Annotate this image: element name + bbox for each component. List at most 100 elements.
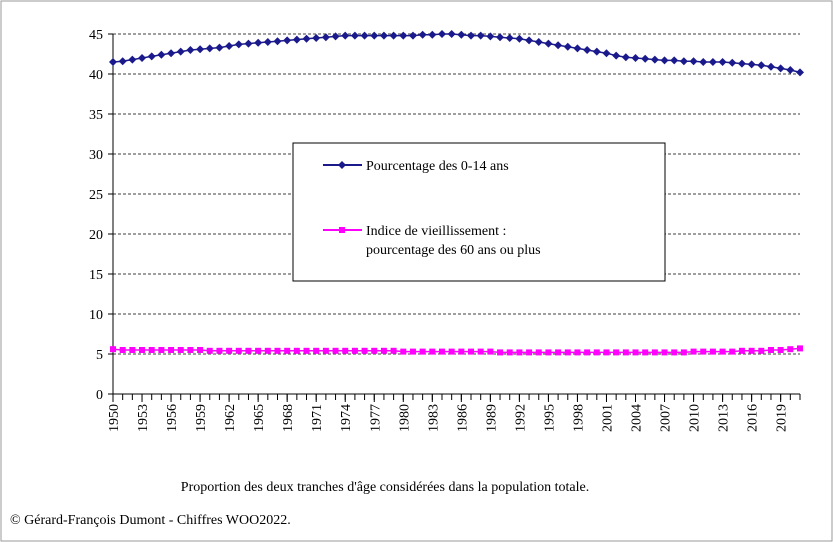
- marker: [670, 56, 679, 65]
- marker: [186, 46, 195, 54]
- y-tick-label: 25: [89, 188, 103, 203]
- marker: [332, 347, 339, 354]
- marker: [119, 347, 126, 353]
- marker: [197, 347, 204, 353]
- marker: [757, 61, 766, 70]
- marker: [428, 30, 437, 39]
- marker: [302, 34, 311, 43]
- marker: [254, 38, 263, 47]
- marker: [389, 31, 398, 40]
- marker: [448, 348, 455, 355]
- x-tick-label: 1968: [281, 404, 296, 432]
- marker: [671, 349, 678, 356]
- y-tick-label: 0: [96, 388, 103, 403]
- marker: [680, 349, 687, 356]
- marker: [622, 349, 629, 356]
- x-tick-label: 2001: [600, 404, 615, 432]
- marker: [747, 60, 756, 69]
- x-tick-label: 1986: [455, 404, 470, 432]
- marker: [118, 57, 127, 66]
- marker: [284, 347, 291, 354]
- x-tick-label: 2013: [717, 404, 732, 432]
- series-line: [112, 347, 801, 354]
- marker: [468, 348, 475, 355]
- marker: [109, 58, 117, 66]
- marker: [729, 348, 736, 355]
- marker: [283, 36, 292, 45]
- x-tick-label: 1983: [426, 404, 441, 432]
- marker: [379, 31, 388, 40]
- marker: [264, 347, 271, 354]
- marker: [187, 347, 194, 353]
- marker: [205, 44, 214, 53]
- marker: [486, 32, 495, 41]
- marker: [534, 38, 543, 46]
- marker: [642, 349, 649, 356]
- marker: [438, 348, 445, 355]
- x-tick-label: 1953: [136, 404, 151, 432]
- x-tick-label: 1974: [339, 404, 354, 432]
- x-tick-label: 1950: [107, 404, 122, 432]
- marker: [167, 49, 176, 58]
- x-tick-label: 1995: [542, 404, 557, 432]
- marker: [196, 45, 205, 54]
- marker: [245, 347, 252, 354]
- marker: [370, 31, 379, 40]
- marker: [342, 347, 349, 354]
- y-tick-label: 35: [89, 108, 103, 123]
- marker: [467, 31, 476, 40]
- marker: [147, 52, 156, 61]
- marker: [525, 36, 534, 45]
- marker: [574, 349, 581, 356]
- y-tick-label: 45: [89, 28, 103, 43]
- marker: [497, 349, 504, 356]
- marker: [777, 347, 784, 353]
- marker: [312, 34, 321, 42]
- marker: [505, 34, 514, 42]
- marker: [592, 47, 601, 56]
- marker: [477, 348, 484, 355]
- marker: [573, 44, 582, 53]
- marker: [719, 348, 726, 355]
- marker: [176, 47, 185, 56]
- marker: [758, 347, 765, 354]
- legend-label: Indice de vieillissement : pourcentage de…: [366, 224, 541, 258]
- marker: [535, 349, 542, 356]
- x-tick-label: 1980: [397, 404, 412, 432]
- marker: [339, 227, 345, 233]
- x-tick-label: 2019: [775, 404, 790, 432]
- marker: [641, 54, 650, 63]
- marker: [177, 347, 184, 353]
- x-tick-label: 2010: [688, 404, 703, 432]
- marker: [689, 57, 698, 66]
- marker: [274, 347, 281, 354]
- marker: [293, 347, 300, 354]
- marker: [602, 49, 611, 58]
- marker: [621, 53, 630, 62]
- y-tick-label: 20: [89, 228, 103, 243]
- marker: [651, 349, 658, 356]
- x-tick-label: 2007: [659, 404, 674, 432]
- marker: [583, 46, 592, 54]
- y-tick-label: 10: [89, 308, 103, 323]
- x-tick-label: 1959: [194, 404, 209, 432]
- y-tick-label: 30: [89, 148, 103, 163]
- marker: [399, 31, 408, 40]
- marker: [545, 349, 552, 356]
- x-tick-label: 1992: [513, 404, 528, 432]
- marker: [138, 54, 147, 62]
- marker: [516, 349, 523, 356]
- x-tick-label: 2016: [746, 404, 761, 432]
- x-tick-label: 1965: [252, 404, 267, 432]
- marker: [158, 347, 165, 353]
- marker: [487, 348, 494, 355]
- marker: [458, 348, 465, 355]
- marker: [632, 349, 639, 356]
- marker: [738, 347, 745, 354]
- x-tick-label: 2004: [630, 404, 645, 432]
- marker: [226, 347, 233, 354]
- marker: [206, 347, 213, 354]
- marker: [235, 347, 242, 354]
